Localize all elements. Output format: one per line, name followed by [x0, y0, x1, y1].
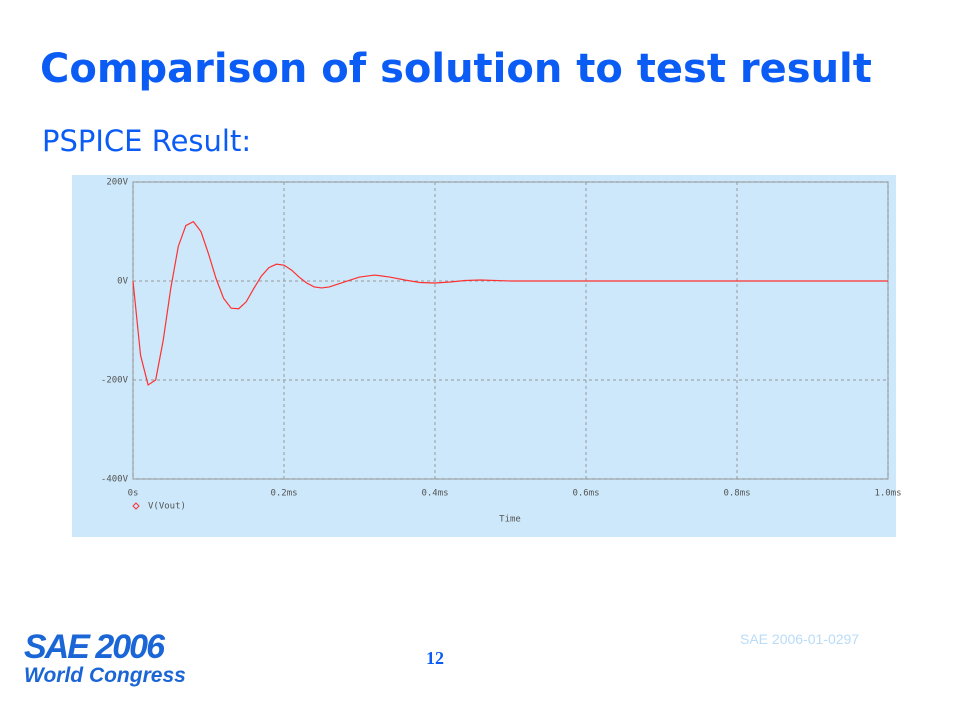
page-number: 12 [426, 648, 444, 668]
data-line [132, 220, 888, 386]
legend-marker [132, 502, 140, 510]
x-tick-label: 0.2ms [270, 489, 297, 499]
slide-title: Comparison of solution to test result [40, 46, 872, 92]
y-tick-label: 0V [117, 277, 128, 287]
y-tick-label: 200V [106, 178, 128, 188]
y-tick-label: -400V [101, 475, 129, 485]
x-tick-label: 0.6ms [572, 489, 599, 499]
x-tick-label: 0s [128, 489, 139, 499]
legend-label: V(Vout) [148, 502, 186, 512]
plot-frame [132, 181, 889, 480]
y-tick-label: -200V [101, 376, 129, 386]
subtitle: PSPICE Result: [42, 124, 252, 158]
x-tick-label: 0.4ms [421, 489, 448, 499]
x-axis-label: Time [499, 515, 521, 525]
x-tick-label: 1.0ms [874, 489, 901, 499]
logo: SAE 2006 [24, 628, 165, 666]
x-tick-label: 0.8ms [723, 489, 750, 499]
logo: World Congress [24, 664, 186, 687]
footer: SAE 2006-01-0297 [740, 631, 860, 647]
chart-background [72, 175, 896, 537]
